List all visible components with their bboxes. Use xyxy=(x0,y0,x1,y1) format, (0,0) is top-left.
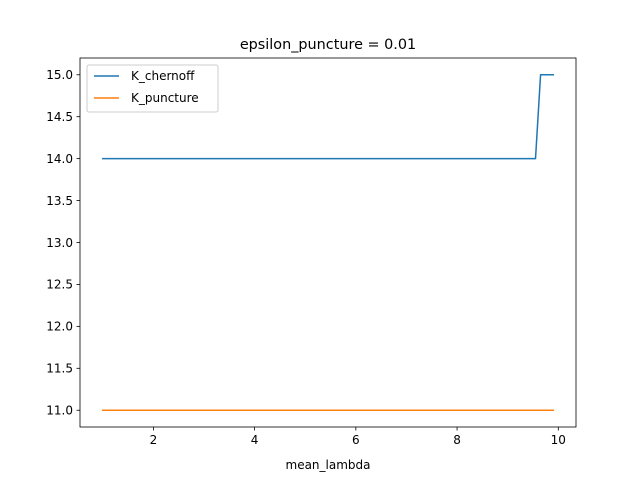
y-axis: 11.0 11.5 12.0 12.5 13.0 13.5 14.0 14.5 15.0 xyxy=(46,68,80,418)
y-tick-label: 14.5 xyxy=(46,110,73,124)
series-layer xyxy=(102,74,554,411)
y-tick-label: 13.5 xyxy=(46,194,73,208)
axes-background xyxy=(80,58,576,427)
x-tick-label: 10 xyxy=(551,433,566,447)
plot-area xyxy=(79,57,577,428)
legend: K_chernoff K_puncture xyxy=(86,64,219,113)
x-tick-label: 6 xyxy=(352,433,360,447)
x-tick-label: 2 xyxy=(150,433,158,447)
y-tick-label: 12.0 xyxy=(46,320,73,334)
chart-title: epsilon_puncture = 0.01 xyxy=(240,37,416,53)
y-tick-label: 11.5 xyxy=(46,362,73,376)
x-tick-label: 4 xyxy=(251,433,259,447)
legend-label-k-puncture: K_puncture xyxy=(131,91,199,105)
legend-label-k-chernoff: K_chernoff xyxy=(131,69,195,83)
x-axis-label: mean_lambda xyxy=(286,458,371,472)
y-tick-label: 15.0 xyxy=(46,68,73,82)
x-tick-label: 8 xyxy=(453,433,461,447)
y-tick-label: 13.0 xyxy=(46,236,73,250)
y-tick-label: 11.0 xyxy=(46,404,73,418)
x-axis: 2 4 6 8 10 xyxy=(150,427,566,447)
y-tick-label: 12.5 xyxy=(46,278,73,292)
legend-box xyxy=(86,64,219,113)
series-line-k-chernoff xyxy=(102,74,554,160)
y-tick-label: 14.0 xyxy=(46,152,73,166)
